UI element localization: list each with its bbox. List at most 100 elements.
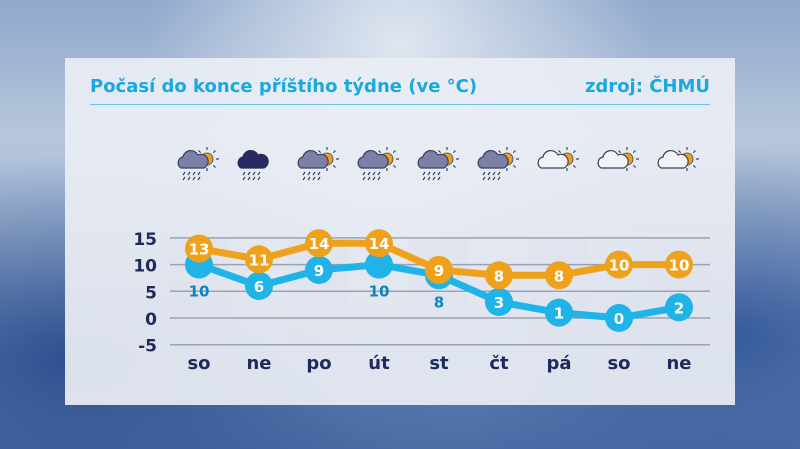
x-tick-label: so	[187, 353, 210, 374]
sun-ray	[332, 150, 336, 154]
cloud	[597, 149, 629, 169]
raindrop	[302, 176, 306, 181]
data-point-min	[305, 255, 333, 284]
cloud	[417, 149, 449, 169]
raindrop	[367, 176, 371, 181]
raindrop	[307, 176, 311, 181]
sun-ray	[632, 150, 636, 154]
cloud	[297, 149, 329, 169]
data-point-max	[605, 250, 633, 279]
raindrop	[492, 171, 496, 176]
raindrop	[422, 176, 426, 181]
data-point-max	[425, 255, 453, 284]
series-max	[185, 229, 693, 290]
data-point-max	[665, 250, 693, 279]
raindrop	[252, 171, 256, 176]
raindrop	[372, 176, 376, 181]
data-label-min: 6	[254, 278, 264, 296]
data-label-max: 8	[494, 267, 504, 285]
sun-ray	[198, 150, 202, 154]
y-tick-label: 10	[133, 257, 157, 277]
sun-ray	[572, 164, 576, 168]
data-point-max	[485, 261, 513, 290]
x-tick-label: ne	[246, 353, 271, 374]
data-label-max: 14	[309, 235, 330, 253]
sun-ray	[318, 150, 322, 154]
cloud-sun-icon	[537, 147, 579, 171]
raindrop	[257, 176, 261, 181]
sun-ray	[572, 150, 576, 154]
divider	[90, 104, 710, 105]
sun-ray	[438, 150, 442, 154]
raindrop	[187, 171, 191, 176]
raindrop	[312, 171, 316, 176]
data-label-max: 10	[669, 257, 690, 275]
data-label-max: 8	[554, 267, 564, 285]
x-tick-label: ne	[666, 353, 691, 374]
sun-ray	[692, 164, 696, 168]
raindrop	[437, 176, 441, 181]
sun-ray	[678, 150, 682, 154]
sun-ray	[378, 150, 382, 154]
cloud	[537, 149, 569, 169]
raindrop	[247, 171, 251, 176]
x-tick-label: čt	[489, 353, 509, 374]
raindrop	[182, 171, 186, 176]
data-label-max: 13	[189, 241, 210, 259]
raindrop	[372, 171, 376, 176]
x-tick-label: pá	[546, 353, 571, 374]
raindrop	[242, 171, 246, 176]
labels-max: 13 11 14 14 9 8 8 10 10	[189, 235, 690, 285]
data-label-max: 10	[609, 257, 630, 275]
raindrop	[377, 171, 381, 176]
raindrop	[362, 176, 366, 181]
data-point-min	[605, 304, 633, 332]
y-tick-label: -5	[138, 337, 157, 357]
data-point-max	[185, 234, 213, 263]
data-point-max	[245, 245, 273, 274]
raindrop	[427, 171, 431, 176]
cloud	[477, 149, 509, 169]
cloud-sun-rain-icon	[177, 147, 219, 181]
sun-ray	[692, 150, 696, 154]
source-label: zdroj: ČHMÚ	[584, 76, 710, 97]
sun-ray	[512, 164, 516, 168]
data-point-min	[545, 298, 573, 327]
sun-ray	[212, 150, 216, 154]
raindrop	[497, 176, 501, 181]
raindrop	[482, 171, 486, 176]
data-point-max	[545, 261, 573, 290]
raindrop	[437, 171, 441, 176]
data-point-max	[305, 229, 333, 258]
dark-cloud-rain-icon	[237, 149, 269, 181]
sun-ray	[452, 164, 456, 168]
y-tick-label: 5	[145, 283, 157, 303]
cloud	[657, 149, 689, 169]
raindrop	[362, 171, 366, 176]
cloud	[237, 149, 269, 169]
data-point-min	[485, 287, 513, 316]
data-point-min	[665, 293, 693, 322]
x-tick-label: po	[306, 353, 331, 374]
raindrop	[427, 176, 431, 181]
data-label-min: 1	[554, 305, 564, 323]
data-label-min: 0	[614, 310, 624, 328]
raindrop	[492, 176, 496, 181]
cloud	[357, 149, 389, 169]
y-tick-label: 15	[133, 230, 157, 250]
raindrop	[307, 171, 311, 176]
page-title: Počasí do konce příštího týdne (ve °C)	[90, 76, 478, 97]
x-tick-label: st	[429, 353, 449, 374]
raindrop	[422, 171, 426, 176]
cloud-sun-rain-icon	[297, 147, 339, 181]
sun-ray	[512, 150, 516, 154]
raindrop	[252, 176, 256, 181]
raindrop	[197, 176, 201, 181]
raindrop	[197, 171, 201, 176]
raindrop	[432, 171, 436, 176]
sun-ray	[558, 150, 562, 154]
raindrop	[182, 176, 186, 181]
raindrop	[432, 176, 436, 181]
data-label-min: 2	[674, 299, 684, 317]
